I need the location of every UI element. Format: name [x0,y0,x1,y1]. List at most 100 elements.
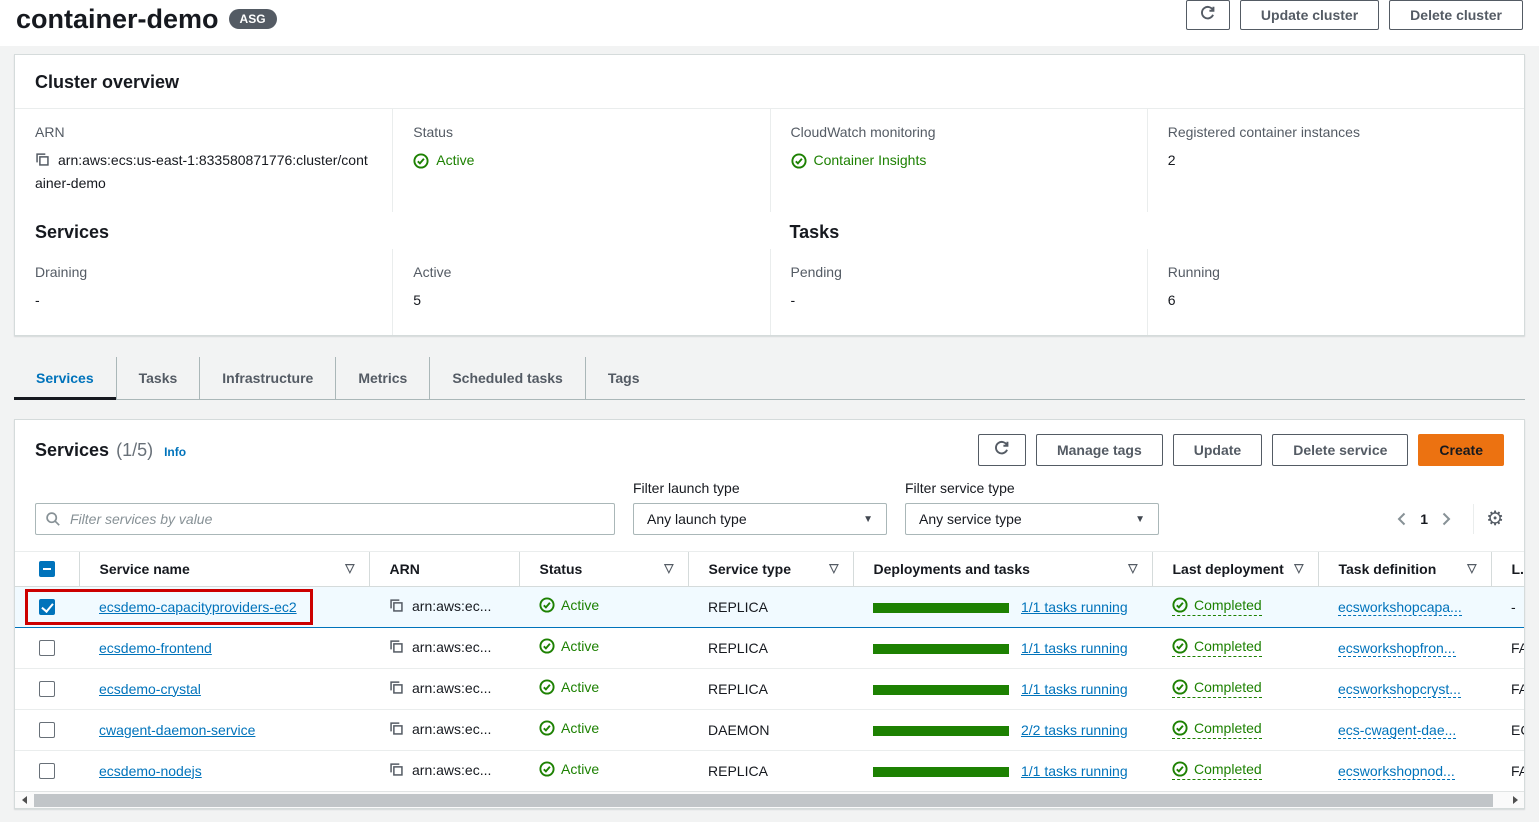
services-search [35,503,615,535]
service-type-select[interactable]: Any service type ▼ [905,503,1159,535]
check-circle-icon [790,152,807,169]
check-circle-icon [539,720,555,736]
gear-icon[interactable]: ⚙ [1486,508,1504,530]
copy-icon[interactable] [35,152,50,173]
overview-value: - [35,292,40,308]
copy-icon[interactable] [389,762,404,780]
row-checkbox[interactable] [39,722,55,739]
deployment-progress-bar [873,767,1009,778]
update-button[interactable]: Update [1172,434,1263,466]
service-name-link[interactable]: ecsdemo-capacityproviders-ec2 [99,598,297,615]
table-row: ecsdemo-nodejs arn:aws:ec... Active REPL… [15,749,1524,791]
service-name-link[interactable]: ecsdemo-nodejs [99,762,202,779]
tasks-running-link[interactable]: 1/1 tasks running [1021,680,1128,697]
delete-cluster-button[interactable]: Delete cluster [1389,0,1523,30]
sort-filter-icon[interactable]: ▽ [1467,561,1477,575]
search-input[interactable] [35,503,615,535]
previous-page-button[interactable] [1391,508,1412,530]
overview-value: Active [413,150,749,171]
overview-label: Draining [35,264,88,280]
overview-label: Pending [790,264,842,280]
column-header-arn: ARN [368,552,519,587]
manage-tags-button[interactable]: Manage tags [1035,434,1163,466]
tab-services[interactable]: Services [14,357,117,400]
tasks-running-link[interactable]: 1/1 tasks running [1021,762,1128,779]
table-row: ecsdemo-capacityproviders-ec2 arn:aws:ec… [15,585,1524,628]
task-definition-link[interactable]: ecsworkshopfron... [1338,639,1456,657]
refresh-cluster-button[interactable] [1185,0,1230,30]
tab-metrics[interactable]: Metrics [336,357,431,399]
service-arn: arn:aws:ec... [412,597,492,614]
last-deployment-status[interactable]: Completed [1172,761,1262,781]
last-deployment-status[interactable]: Completed [1172,720,1262,739]
copy-icon[interactable] [389,721,404,739]
row-checkbox[interactable] [39,763,55,780]
update-cluster-button[interactable]: Update cluster [1239,0,1380,30]
next-page-button[interactable] [1436,508,1457,530]
task-definition-link[interactable]: ecsworkshopcryst... [1338,680,1461,698]
delete-service-button[interactable]: Delete service [1272,434,1409,466]
tasks-running-link[interactable]: 1/1 tasks running [1021,639,1128,656]
service-type: REPLICA [708,639,768,656]
select-all-checkbox[interactable] [38,561,55,578]
last-deployment-status[interactable]: Completed [1172,638,1262,657]
tab-tasks[interactable]: Tasks [117,357,201,399]
scroll-left-arrow-icon[interactable] [16,793,32,808]
launch-type: FA [1511,762,1524,779]
pagination: 1 ⚙ [1391,503,1504,535]
overview-value: 5 [413,292,422,308]
last-deployment-status[interactable]: Completed [1172,679,1262,698]
service-name-link[interactable]: ecsdemo-frontend [99,639,212,656]
copy-icon[interactable] [389,680,404,698]
tasks-running-link[interactable]: 1/1 tasks running [1021,598,1128,615]
services-table-title: Services [35,439,110,460]
check-circle-icon [1172,638,1188,654]
tab-infrastructure[interactable]: Infrastructure [200,357,337,399]
last-deployment-status[interactable]: Completed [1172,597,1262,616]
table-body: ecsdemo-capacityproviders-ec2 arn:aws:ec… [15,585,1524,791]
overview-label: Registered container instances [1167,124,1360,140]
task-definition-link[interactable]: ecsworkshopcapa... [1338,598,1462,616]
tab-scheduled-tasks[interactable]: Scheduled tasks [430,357,586,399]
info-link[interactable]: Info [164,444,187,459]
services-table: Service name ▽ ARN Status ▽ Service type ▽ Depl… [15,552,1524,791]
row-checkbox[interactable] [39,599,55,616]
sort-filter-icon[interactable]: ▽ [345,561,355,575]
overview-value: 2 [1167,152,1176,168]
sort-filter-icon[interactable]: ▽ [1294,561,1304,575]
services-table-wrap: Service name ▽ ARN Status ▽ Service type ▽ Depl… [15,551,1524,791]
launch-type: FA [1511,680,1524,697]
tab-tags[interactable]: Tags [607,370,640,386]
table-row: cwagent-daemon-service arn:aws:ec... Act… [15,708,1524,750]
launch-type-select[interactable]: Any launch type ▼ [633,503,887,535]
deployment-progress-bar [873,684,1009,695]
service-name-link[interactable]: ecsdemo-crystal [99,680,201,697]
chevron-right-icon [1442,512,1451,526]
copy-icon[interactable] [389,598,404,616]
copy-icon[interactable] [389,639,404,657]
refresh-services-button[interactable] [977,434,1026,466]
horizontal-scrollbar[interactable] [15,791,1524,808]
check-circle-icon [413,152,429,169]
check-circle-icon [539,638,555,654]
task-definition-link[interactable]: ecs-cwagent-dae... [1338,721,1457,739]
page-number[interactable]: 1 [1420,511,1429,527]
sort-filter-icon[interactable]: ▽ [1128,561,1138,575]
scroll-right-arrow-icon[interactable] [1507,793,1523,808]
overview-value: arn:aws:ecs:us-east-1:833580871776:clust… [35,152,368,191]
tasks-running-link[interactable]: 2/2 tasks running [1021,721,1128,738]
task-definition-link[interactable]: ecsworkshopnod... [1338,762,1455,780]
service-type: DAEMON [708,721,770,738]
overview-field-active: Active 5 [392,249,769,335]
row-checkbox[interactable] [39,640,55,657]
scrollbar-thumb[interactable] [34,793,1493,807]
sort-filter-icon[interactable]: ▽ [664,561,674,575]
service-name-link[interactable]: cwagent-daemon-service [99,721,256,738]
overview-label: Status [413,124,453,140]
services-count: (1/5) [116,439,154,460]
row-checkbox[interactable] [39,681,55,698]
page-title: container-demo [16,4,219,34]
launch-type: - [1511,598,1516,615]
create-service-button[interactable]: Create [1418,434,1504,466]
sort-filter-icon[interactable]: ▽ [829,561,839,575]
